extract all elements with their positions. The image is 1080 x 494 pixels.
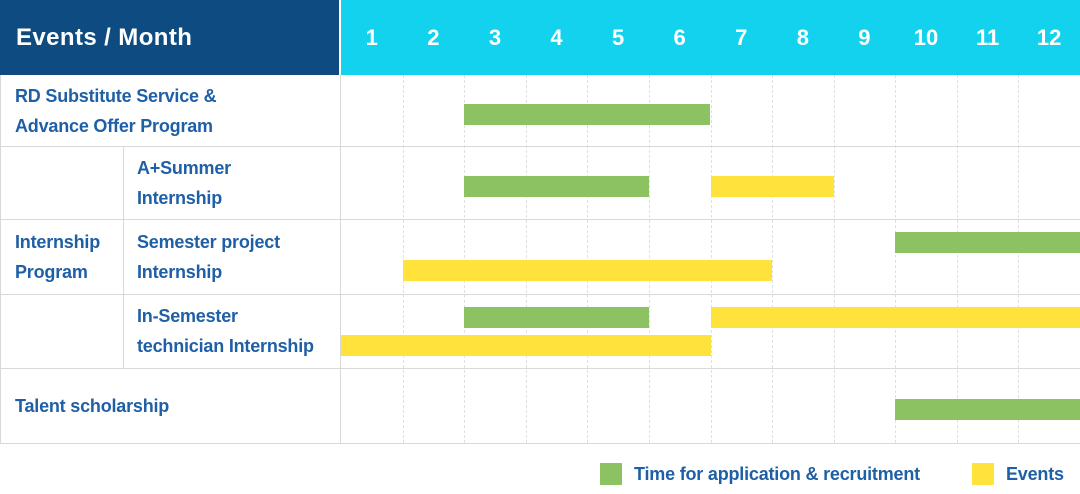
month-header-12: 12 [1036,24,1062,50]
month-header-row: 1 2 3 4 5 6 7 8 9 10 11 12 [341,0,1080,75]
month-gridline [648,75,650,443]
gantt-bar-event-row1 [710,176,834,197]
month-gridline [956,75,958,443]
month-header-8: 8 [796,24,809,50]
legend-swatch-events [972,463,994,485]
month-gridline [464,75,466,443]
legend-label-events: Events [1006,463,1064,484]
row-label-line: Internship [137,187,223,208]
row-label-semester-project-internship: Semester project Internship [123,219,340,294]
row-label-line: Advance Offer Program [15,115,213,136]
row-border [0,443,1080,444]
month-header-4: 4 [550,24,563,50]
row-border [0,294,1080,295]
page-title: Events / Month [16,23,193,51]
month-header-3: 3 [488,24,502,50]
group-label-line: Internship [15,232,101,252]
gantt-bar-event-row3 [710,307,1080,328]
row-label-in-semester-technician-internship: In-Semester technician Internship [123,294,340,368]
group-label-internship-program: Internship Program [0,146,123,368]
month-gridline [525,75,527,443]
group-label-line: Program [15,262,88,282]
row-border [0,219,1080,220]
legend-item-application: Time for application & recruitment [600,462,920,486]
row-label-line: Semester project [137,231,280,252]
month-header-9: 9 [858,24,871,50]
month-header-10: 10 [913,24,939,50]
month-gridline [833,75,835,443]
header-title-cell: Events / Month [0,0,339,75]
group-column-border [123,146,124,368]
row-label-line: Talent scholarship [15,395,170,416]
month-gridline [402,75,404,443]
label-column-border [340,75,341,443]
row-border [0,368,1080,369]
legend-label-application: Time for application & recruitment [634,463,920,484]
gantt-bar-application-row3 [464,307,649,328]
gantt-bar-application-row2 [895,232,1080,253]
month-header-1: 1 [365,24,378,50]
gantt-bar-application-row0 [464,104,711,125]
row-label-line: technician Internship [137,336,314,356]
legend-item-events: Events [972,462,1064,486]
month-gridline [710,75,712,443]
month-header-2: 2 [427,24,440,50]
month-header-7: 7 [735,24,748,50]
month-gridline [772,75,774,443]
row-label-line: A+Summer [137,157,231,178]
month-header-5: 5 [611,24,625,50]
legend-swatch-application [600,463,622,485]
gantt-bar-application-row1 [464,176,649,197]
row-label-line: In-Semester [137,306,238,326]
row-border [0,146,1080,147]
month-gridline [587,75,589,443]
row-label-line: Internship [137,261,223,282]
month-header-6: 6 [673,24,686,50]
month-gridline [895,75,897,443]
month-header-11: 11 [975,24,1000,50]
month-gridline [1018,75,1020,443]
table-left-border [0,75,1,443]
row-label-line: RD Substitute Service & [15,85,217,106]
gantt-bar-event-row3 [341,335,711,356]
row-label-talent-scholarship: Talent scholarship [0,368,340,443]
gantt-bar-event-row2 [402,260,773,281]
row-label-a-plus-summer-internship: A+Summer Internship [123,146,340,219]
gantt-bar-application-row4 [895,399,1080,420]
row-label-rd-substitute-service: RD Substitute Service & Advance Offer Pr… [0,75,340,146]
